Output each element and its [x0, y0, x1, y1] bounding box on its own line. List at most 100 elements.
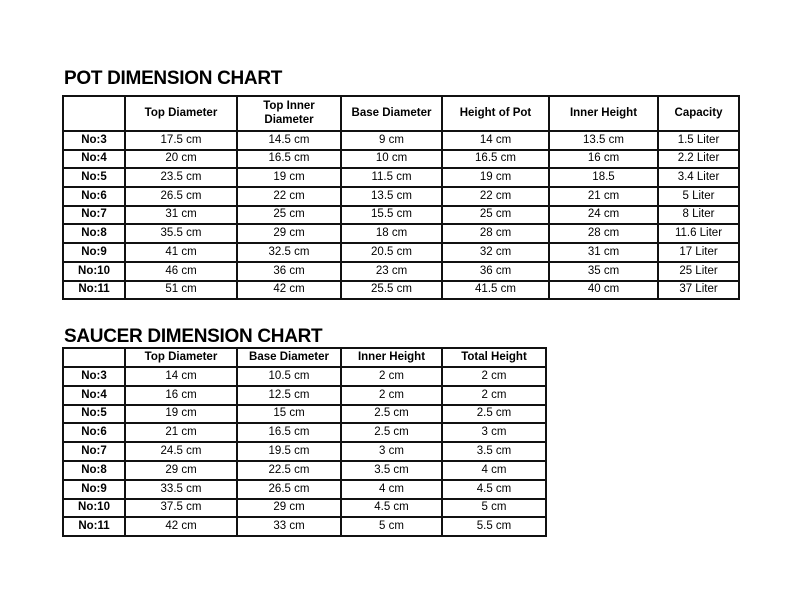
table-cell: 25 cm: [441, 204, 550, 226]
table-row: No:8 35.5 cm 29 cm 18 cm 28 cm 28 cm 11.6 Lite…: [62, 223, 740, 245]
table-cell: 21 cm: [548, 186, 659, 207]
table-cell: 17.5 cm: [124, 130, 238, 151]
table-cell: 2 cm: [340, 384, 443, 406]
table-cell: 23.5 cm: [124, 167, 238, 189]
row-label: No:9: [62, 242, 126, 263]
table-row: No:5 23.5 cm 19 cm 11.5 cm 19 cm 18.5 3.4 Lite…: [62, 167, 740, 189]
table-cell: 2 cm: [340, 366, 443, 387]
row-label: No:7: [62, 204, 126, 226]
table-row: No:6 26.5 cm 22 cm 13.5 cm 22 cm 21 cm 5 Liter: [62, 186, 740, 207]
row-label: No:4: [62, 384, 126, 406]
column-header: [62, 347, 126, 368]
table-cell: 20.5 cm: [340, 242, 443, 263]
column-header: Height of Pot: [441, 95, 550, 132]
table-row: No:11 51 cm 42 cm 25.5 cm 41.5 cm 40 cm 37 Lit…: [62, 279, 740, 301]
table-cell: 22.5 cm: [236, 459, 342, 481]
table-cell: 12.5 cm: [236, 384, 342, 406]
table-row: No:6 21 cm 16.5 cm 2.5 cm 3 cm: [62, 422, 547, 444]
column-header: Capacity: [657, 95, 740, 132]
table-cell: 31 cm: [548, 242, 659, 263]
row-label: No:6: [62, 422, 126, 444]
table-cell: 33 cm: [236, 516, 342, 538]
column-header: Top Diameter: [124, 95, 238, 132]
table-cell: 2.5 cm: [340, 403, 443, 425]
column-header: [62, 95, 126, 132]
table-cell: 2 cm: [441, 384, 547, 406]
table-cell: 46 cm: [124, 260, 238, 282]
table-cell: 28 cm: [441, 223, 550, 245]
column-header: Inner Height: [340, 347, 443, 368]
table-cell: 42 cm: [236, 279, 342, 301]
table-cell: 10 cm: [340, 148, 443, 170]
table-cell: 21 cm: [124, 422, 238, 444]
table-cell: 19 cm: [236, 167, 342, 189]
table-cell: 18.5: [548, 167, 659, 189]
table-cell: 10.5 cm: [236, 366, 342, 387]
table-cell: 29 cm: [124, 459, 238, 481]
table-cell: 14 cm: [441, 130, 550, 151]
table-cell: 13.5 cm: [340, 186, 443, 207]
column-header: Base Diameter: [340, 95, 443, 132]
table-cell: 15 cm: [236, 403, 342, 425]
table-cell: 26.5 cm: [236, 478, 342, 500]
table-cell: 2 cm: [441, 366, 547, 387]
table-cell: 16.5 cm: [236, 148, 342, 170]
table-cell: 33.5 cm: [124, 478, 238, 500]
column-header: Base Diameter: [236, 347, 342, 368]
table-cell: 25 cm: [236, 204, 342, 226]
row-label: No:11: [62, 516, 126, 538]
table-cell: 24 cm: [548, 204, 659, 226]
table-cell: 3.5 cm: [340, 459, 443, 481]
pot-dimension-table: Top Diameter Top Inner Diameter Base Diame…: [62, 95, 740, 301]
table-cell: 5 cm: [340, 516, 443, 538]
row-label: No:9: [62, 478, 126, 500]
table-cell: 4 cm: [340, 478, 443, 500]
row-label: No:3: [62, 366, 126, 387]
row-label: No:7: [62, 441, 126, 462]
table-cell: 19.5 cm: [236, 441, 342, 462]
table-cell: 19 cm: [441, 167, 550, 189]
row-label: No:10: [62, 497, 126, 519]
saucer-dimension-table: Top Diameter Base Diameter Inner Height Tot…: [62, 347, 547, 538]
table-cell: 5 Liter: [657, 186, 740, 207]
table-cell: 22 cm: [441, 186, 550, 207]
table-row: No:8 29 cm 22.5 cm 3.5 cm 4 cm: [62, 459, 547, 481]
pot-chart-title: POT DIMENSION CHART: [64, 68, 283, 89]
table-row: No:3 14 cm 10.5 cm 2 cm 2 cm: [62, 366, 547, 387]
table-row: No:4 20 cm 16.5 cm 10 cm 16.5 cm 16 cm 2.2 Lit…: [62, 148, 740, 170]
table-cell: 35.5 cm: [124, 223, 238, 245]
table-cell: 37.5 cm: [124, 497, 238, 519]
table-cell: 1.5 Liter: [657, 130, 740, 151]
table-cell: 2.2 Liter: [657, 148, 740, 170]
table-row: No:11 42 cm 33 cm 5 cm 5.5 cm: [62, 516, 547, 538]
table-cell: 22 cm: [236, 186, 342, 207]
table-cell: 16 cm: [548, 148, 659, 170]
column-header: Total Height: [441, 347, 547, 368]
row-label: No:10: [62, 260, 126, 282]
table-cell: 25 Liter: [657, 260, 740, 282]
table-cell: 15.5 cm: [340, 204, 443, 226]
table-cell: 2.5 cm: [340, 422, 443, 444]
table-cell: 17 Liter: [657, 242, 740, 263]
table-cell: 25.5 cm: [340, 279, 443, 301]
table-cell: 29 cm: [236, 497, 342, 519]
table-cell: 32 cm: [441, 242, 550, 263]
table-cell: 19 cm: [124, 403, 238, 425]
table-cell: 16.5 cm: [236, 422, 342, 444]
table-row: No:10 37.5 cm 29 cm 4.5 cm 5 cm: [62, 497, 547, 519]
table-cell: 31 cm: [124, 204, 238, 226]
table-cell: 3.4 Liter: [657, 167, 740, 189]
table-cell: 5.5 cm: [441, 516, 547, 538]
table-cell: 2.5 cm: [441, 403, 547, 425]
table-cell: 4.5 cm: [441, 478, 547, 500]
table-cell: 23 cm: [340, 260, 443, 282]
table-row: No:4 16 cm 12.5 cm 2 cm 2 cm: [62, 384, 547, 406]
column-header: Inner Height: [548, 95, 659, 132]
table-cell: 20 cm: [124, 148, 238, 170]
row-label: No:6: [62, 186, 126, 207]
table-row: No:9 41 cm 32.5 cm 20.5 cm 32 cm 31 cm 17 Lite…: [62, 242, 740, 263]
table-header-row: Top Diameter Base Diameter Inner Height Tot…: [62, 347, 547, 368]
table-row: No:7 24.5 cm 19.5 cm 3 cm 3.5 cm: [62, 441, 547, 462]
table-cell: 24.5 cm: [124, 441, 238, 462]
table-header-row: Top Diameter Top Inner Diameter Base Diame…: [62, 95, 740, 132]
